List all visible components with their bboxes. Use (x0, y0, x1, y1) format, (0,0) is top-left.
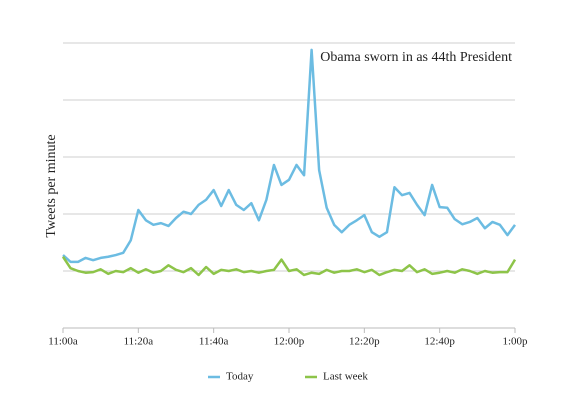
line-series (61, 256, 517, 277)
annotation: Obama sworn in as 44th President (320, 50, 512, 65)
x-tick-label: 12:00p (274, 336, 305, 348)
legend-label: Last week (323, 371, 368, 383)
y-axis-label: Tweets per minute (44, 134, 59, 237)
x-tick-label: 1:00p (502, 336, 528, 348)
x-tick-label: 11:40a (199, 336, 229, 348)
x-tick-label: 11:20a (124, 336, 154, 348)
legend-label: Today (226, 371, 254, 383)
x-tick-label: 12:20p (349, 336, 380, 348)
x-tick-label: 11:00a (48, 336, 78, 348)
line-series (62, 48, 517, 264)
x-tick-label: 12:40p (424, 336, 455, 348)
